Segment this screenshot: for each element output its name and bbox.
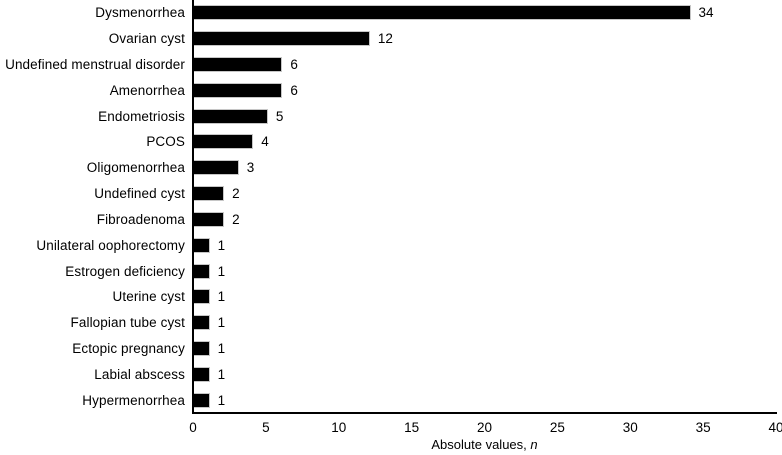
value-label: 1	[217, 315, 226, 331]
value-label: 12	[377, 31, 393, 47]
value-label: 1	[217, 392, 226, 408]
bar	[193, 108, 268, 124]
category-label: Unilateral oophorectomy	[36, 237, 185, 253]
bar-zone: 1	[193, 263, 782, 279]
category-label: Fallopian tube cyst	[70, 315, 185, 331]
bar-zone: 2	[192, 186, 782, 202]
bar-row: Unilateral oophorectomy 1	[0, 232, 782, 258]
value-label: 1	[217, 340, 226, 356]
bar	[193, 340, 210, 356]
category-label: Undefined menstrual disorder	[5, 57, 185, 73]
bar-row: PCOS 4	[0, 129, 782, 155]
value-label: 5	[275, 108, 284, 124]
bar	[193, 366, 210, 382]
x-tick-label: 35	[695, 420, 711, 435]
x-tick-label: 30	[622, 420, 638, 435]
value-label: 2	[232, 211, 240, 227]
value-label: 3	[246, 160, 255, 176]
category-label: Undefined cyst	[94, 186, 185, 202]
category-label: Hypermenorrhea	[82, 392, 185, 408]
bar-row: Estrogen deficiency 1	[0, 258, 782, 284]
bar-row: Fallopian tube cyst 1	[0, 310, 782, 336]
bar-zone: 1	[193, 366, 782, 382]
bar-row: Fibroadenoma 2	[0, 207, 782, 233]
plot-rows: Dysmenorrhea 34 Ovarian cyst 12 Undefined me…	[0, 0, 782, 413]
category-label: Amenorrhea	[109, 82, 185, 98]
x-tick-label: 25	[549, 420, 565, 435]
category-label: Ovarian cyst	[108, 31, 185, 47]
category-label: Labial abscess	[94, 366, 185, 382]
bar-row: Ovarian cyst 12	[0, 26, 782, 52]
bar	[193, 289, 210, 305]
value-label: 1	[217, 237, 226, 253]
category-label: Fibroadenoma	[96, 211, 185, 227]
bar-row: Oligomenorrhea 3	[0, 155, 782, 181]
bar-zone: 1	[193, 315, 782, 331]
bar-zone: 1	[193, 340, 782, 356]
bar	[192, 211, 225, 227]
x-axis-title: Absolute values, n	[193, 437, 776, 452]
bar	[193, 31, 370, 47]
value-label: 6	[290, 82, 298, 98]
bar-zone: 3	[193, 160, 782, 176]
bar-zone: 1	[193, 392, 782, 408]
x-tick-label: 10	[331, 420, 347, 435]
x-axis-title-italic-n: n	[530, 437, 538, 452]
value-label: 2	[232, 186, 240, 202]
y-axis-line	[192, 0, 194, 414]
bar	[193, 160, 239, 176]
bar-row: Undefined menstrual disorder 6	[0, 52, 782, 78]
bar-zone: 5	[193, 108, 782, 124]
bar	[193, 5, 691, 21]
x-tick-label: 20	[476, 420, 493, 435]
value-label: 1	[217, 263, 226, 279]
bar-zone: 6	[192, 57, 782, 73]
x-tick-label: 0	[189, 420, 197, 435]
bar-zone: 4	[192, 134, 782, 150]
bar-zone: 12	[193, 31, 782, 47]
bar-row: Dysmenorrhea 34	[0, 0, 782, 26]
x-axis-line	[192, 412, 777, 414]
bar-row: Amenorrhea 6	[0, 77, 782, 103]
bar-zone: 34	[193, 5, 782, 21]
value-label: 6	[290, 57, 298, 73]
value-label: 1	[217, 289, 226, 305]
bar	[192, 82, 283, 98]
x-tick-label: 5	[262, 420, 270, 435]
bar	[193, 392, 210, 408]
bar-row: Hypermenorrhea 1	[0, 387, 782, 413]
bar-row: Ectopic pregnancy 1	[0, 336, 782, 362]
category-label: Ectopic pregnancy	[72, 340, 185, 356]
category-label: Oligomenorrhea	[86, 160, 185, 176]
x-tick-label: 15	[404, 420, 420, 435]
bar-zone: 2	[192, 211, 782, 227]
bar-zone: 1	[193, 289, 782, 305]
category-label: Endometriosis	[98, 108, 185, 124]
bar-row: Endometriosis 5	[0, 103, 782, 129]
value-label: 1	[217, 366, 226, 382]
bar	[193, 263, 210, 279]
bar	[192, 134, 254, 150]
bar	[193, 315, 210, 331]
bar-row: Undefined cyst 2	[0, 181, 782, 207]
category-label: Dysmenorrhea	[95, 5, 185, 21]
x-tick-label: 40	[768, 420, 782, 435]
bar-zone: 6	[192, 82, 782, 98]
value-label: 34	[698, 5, 714, 21]
bar-zone: 1	[193, 237, 782, 253]
bar	[193, 237, 210, 253]
bar-row: Uterine cyst 1	[0, 284, 782, 310]
bar-row: Labial abscess 1	[0, 361, 782, 387]
category-label: Estrogen deficiency	[65, 263, 185, 279]
bar	[192, 186, 225, 202]
bar	[192, 57, 283, 73]
x-axis-title-text: Absolute values,	[431, 437, 531, 452]
value-label: 4	[261, 134, 269, 150]
category-label: Uterine cyst	[112, 289, 185, 305]
category-label: PCOS	[146, 134, 185, 150]
